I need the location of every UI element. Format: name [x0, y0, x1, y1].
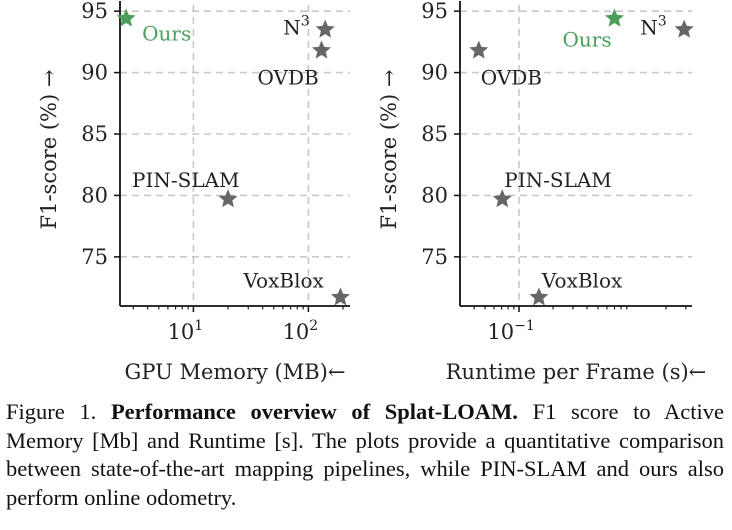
- figure-caption: Figure 1. Performance overview of Splat-…: [6, 398, 724, 512]
- x-tick-label: 10−1: [487, 318, 534, 344]
- figure-panels: 75 80 85 90 95 101 102 GPU Memory (MB)← F1-score…: [37, 0, 706, 384]
- y-tick-label: 80: [421, 183, 448, 207]
- point-label-ours: Ours: [142, 22, 191, 46]
- point-marker-n: [315, 19, 335, 38]
- y-tick-label: 90: [81, 61, 108, 85]
- runtime-panel: 75 80 85 90 95 10−1 Runtime per Frame (s)← F1-s…: [377, 0, 706, 384]
- x-axis-title: Runtime per Frame (s)←: [446, 360, 707, 384]
- point-label-ovdb: OVDB: [258, 65, 319, 89]
- y-tick-label: 80: [81, 183, 108, 207]
- point-marker-ovdb: [311, 40, 332, 59]
- caption-title: Performance overview of Splat-LOAM.: [110, 399, 518, 424]
- y-tick-label: 90: [421, 61, 448, 85]
- point-label-ours: Ours: [562, 28, 611, 52]
- point-label-n: N3: [283, 14, 309, 40]
- point-marker-ovdb: [469, 40, 489, 59]
- x-axis-title: GPU Memory (MB)←: [125, 360, 346, 384]
- point-marker-n: [674, 19, 694, 38]
- y-axis-title: F1-score (%) →: [377, 70, 401, 230]
- y-tick-label: 85: [81, 122, 108, 146]
- point-marker-pin-slam: [218, 189, 238, 208]
- point-label-voxblox: VoxBlox: [242, 268, 324, 292]
- caption-prefix: Figure 1.: [6, 399, 97, 424]
- point-label-pin-slam: PIN-SLAM: [504, 168, 612, 192]
- point-marker-ours: [604, 8, 624, 27]
- y-tick-label: 75: [81, 245, 108, 269]
- point-label-voxblox: VoxBlox: [541, 268, 623, 292]
- x-tick-label: 101: [168, 318, 204, 344]
- caption-text: F1 score to Active Memory [Mb] and Runti…: [6, 399, 724, 510]
- point-label-pin-slam: PIN-SLAM: [132, 168, 240, 192]
- point-marker-voxblox: [330, 287, 350, 306]
- y-tick-label: 95: [81, 0, 108, 23]
- point-marker-pin-slam: [492, 189, 512, 208]
- point-marker-voxblox: [529, 287, 549, 306]
- x-tick-label: 102: [283, 318, 319, 344]
- y-tick-label: 95: [421, 0, 448, 23]
- y-tick-label: 75: [421, 245, 448, 269]
- point-label-n: N3: [640, 14, 666, 40]
- point-marker-ours: [116, 8, 136, 27]
- memory-panel: 75 80 85 90 95 101 102 GPU Memory (MB)← F1-score…: [37, 0, 350, 384]
- point-label-ovdb: OVDB: [481, 65, 542, 89]
- y-tick-label: 85: [421, 122, 448, 146]
- y-axis-title: F1-score (%) →: [37, 70, 61, 230]
